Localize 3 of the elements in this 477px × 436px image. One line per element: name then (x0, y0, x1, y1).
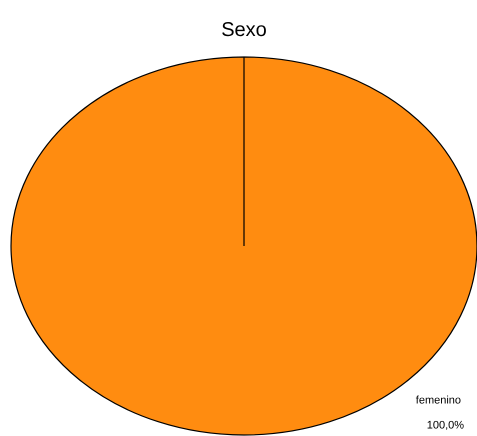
chart-title: Sexo (221, 19, 267, 41)
data-label: 100,0% (426, 420, 464, 432)
slice-label: femenino (416, 394, 462, 407)
